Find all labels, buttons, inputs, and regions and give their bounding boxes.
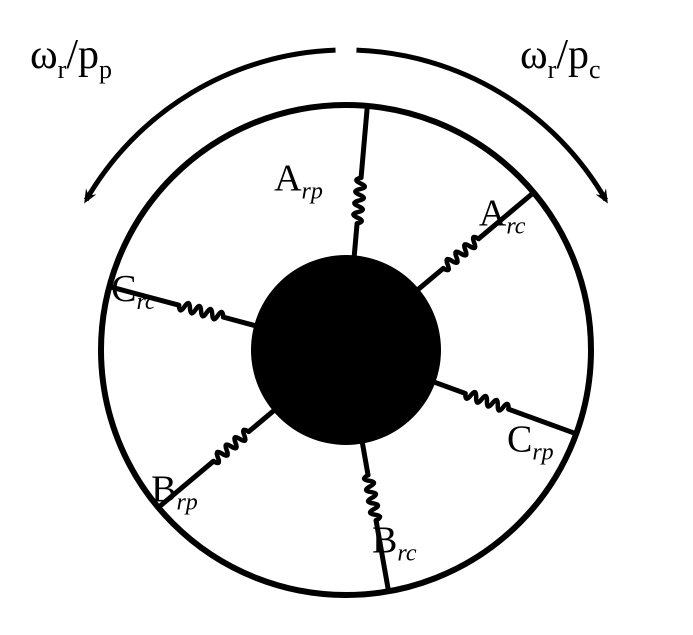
spoke-segment bbox=[433, 382, 465, 394]
winding-coil bbox=[364, 475, 380, 520]
rotor-shaft bbox=[251, 255, 441, 445]
spoke-segment bbox=[223, 317, 256, 326]
rotation-arc-right-label: ωr/pc bbox=[520, 32, 601, 84]
spoke-segment bbox=[362, 442, 368, 475]
winding-label: Brc bbox=[372, 520, 417, 567]
winding-label: Crc bbox=[111, 268, 156, 315]
spoke-segment bbox=[354, 223, 357, 257]
spoke-segment bbox=[417, 268, 443, 290]
spoke-segment bbox=[361, 106, 367, 178]
winding-coil bbox=[443, 237, 478, 270]
winding-coil bbox=[353, 178, 364, 224]
winding-label: Brp bbox=[151, 468, 198, 515]
winding-coil bbox=[465, 392, 508, 410]
rotor-diagram: ArpArcCrpBrcBrpCrcωr/ppωr/pc bbox=[0, 0, 693, 635]
winding-label: Arc bbox=[479, 193, 526, 240]
spoke-segment bbox=[249, 410, 275, 432]
winding-coil bbox=[213, 430, 248, 463]
rotation-arc-left-label: ωr/pp bbox=[30, 32, 112, 84]
winding-coil bbox=[179, 303, 223, 319]
winding-label: Arp bbox=[274, 158, 323, 205]
